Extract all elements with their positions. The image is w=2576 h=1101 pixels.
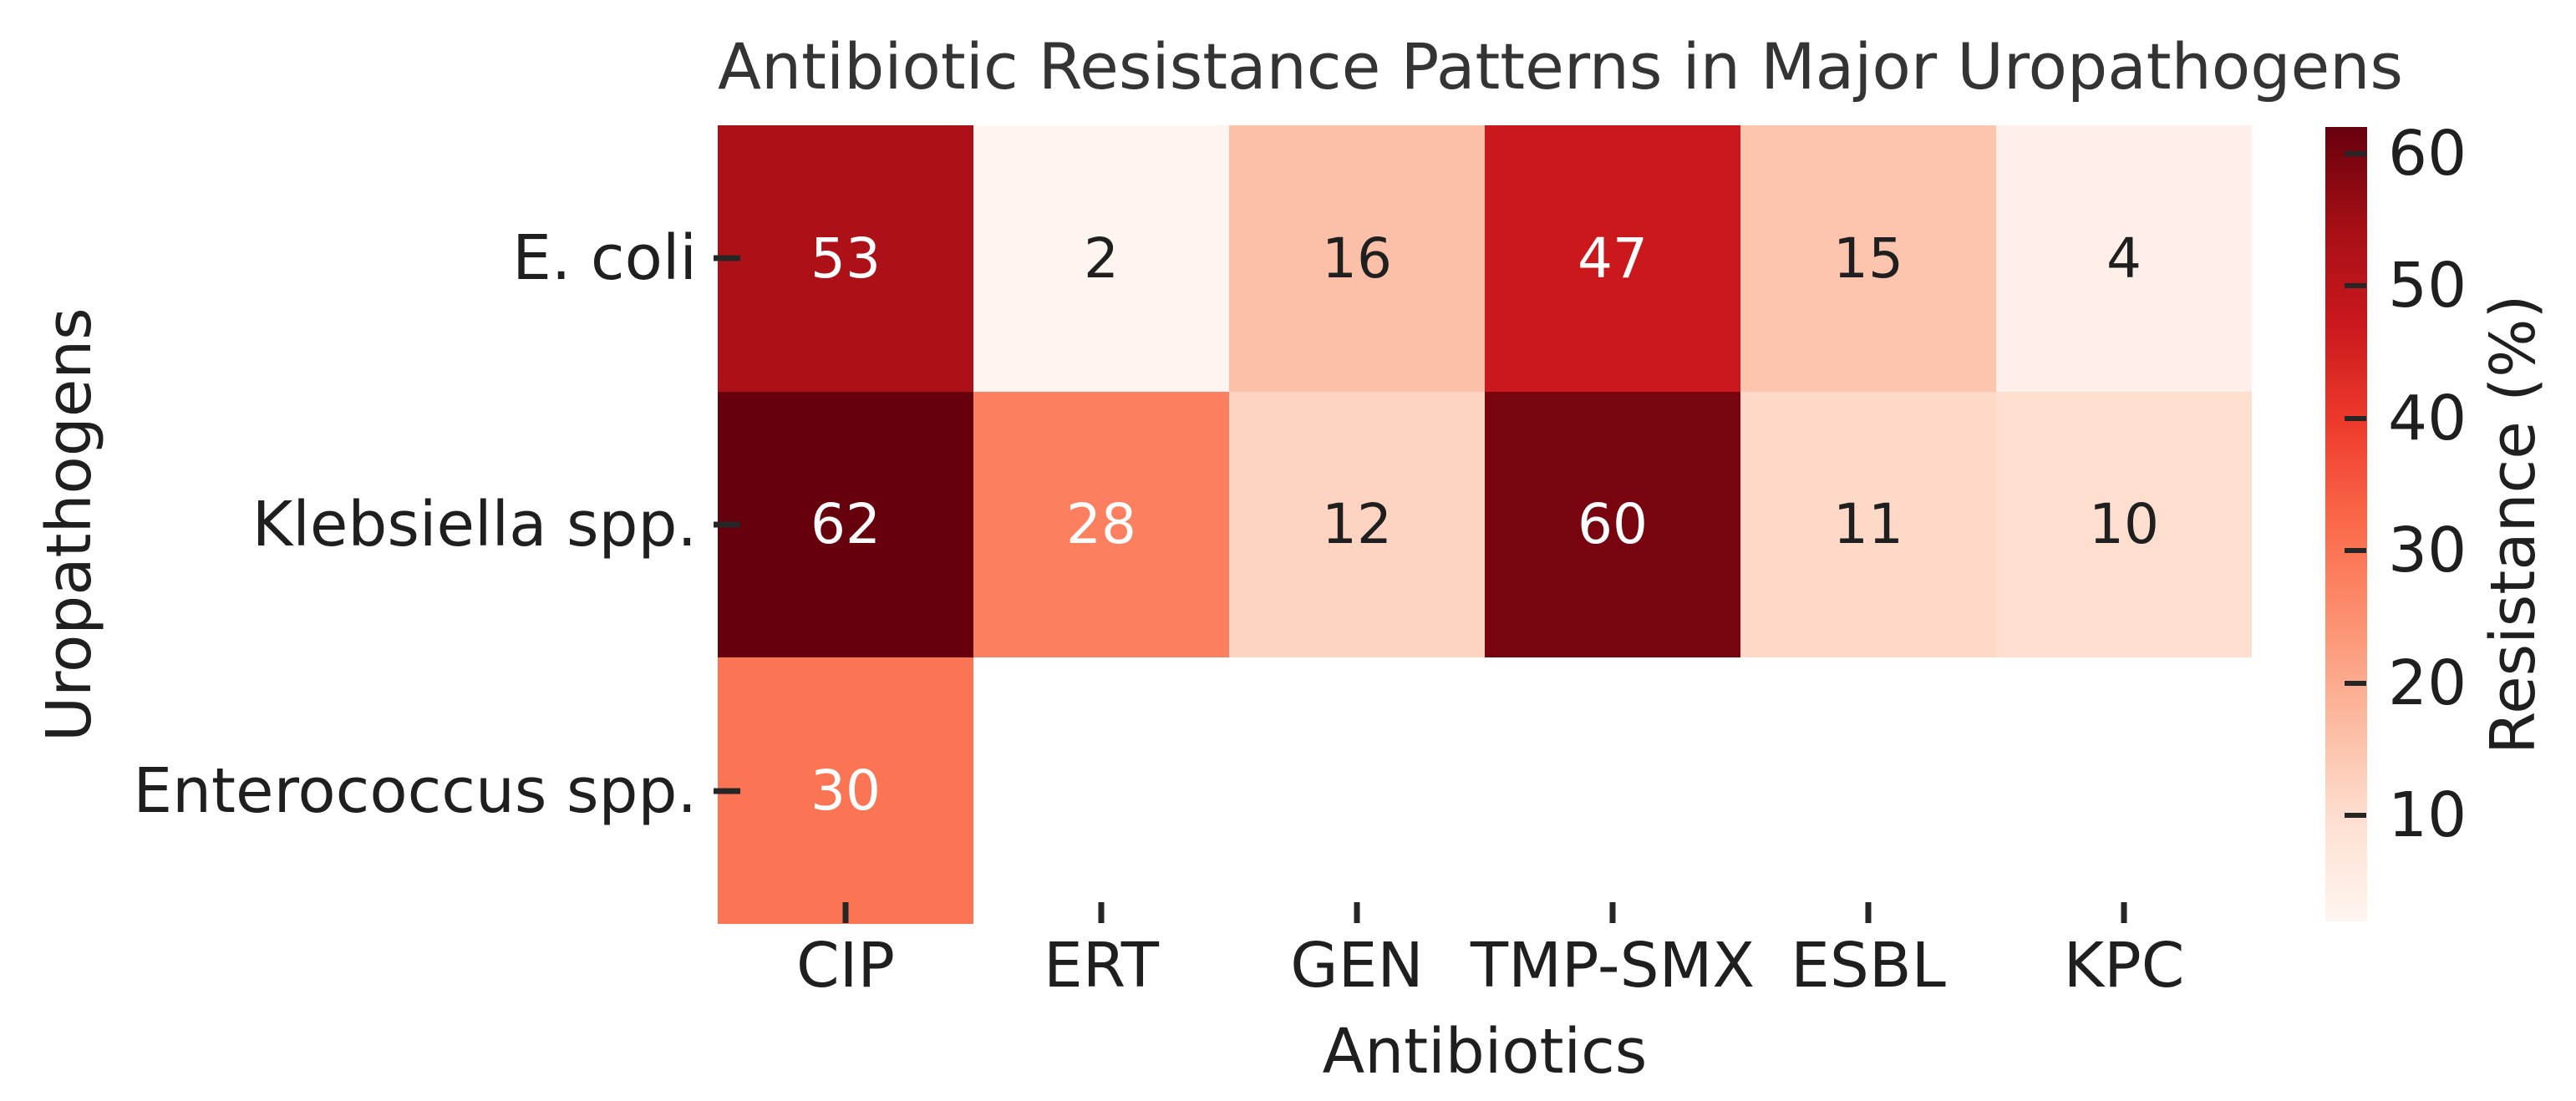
y-tick-mark: [714, 521, 740, 528]
cell-value: 62: [810, 492, 881, 557]
y-tick-mark: [714, 788, 740, 794]
heatmap-cell: 60: [1485, 391, 1740, 658]
colorbar-tick-mark: [2345, 283, 2366, 289]
x-tick-label: CIP: [795, 930, 896, 1002]
x-tick-mark: [1865, 902, 1872, 923]
colorbar-tick-label: 50: [2388, 250, 2467, 322]
heatmap-cell: 30: [718, 657, 973, 924]
y-tick-label: E. coli: [512, 222, 697, 295]
colorbar-tick-label: 60: [2388, 117, 2467, 190]
colorbar-tick-mark: [2345, 680, 2366, 686]
heatmap-cell: 62: [718, 391, 973, 658]
cell-value: 53: [810, 226, 881, 291]
x-tick-label: ERT: [1044, 930, 1159, 1002]
cell-value: 30: [810, 759, 881, 824]
x-tick-label: ESBL: [1791, 930, 1946, 1002]
heatmap-cell: 16: [1229, 125, 1485, 392]
cell-value: 2: [1084, 226, 1119, 291]
colorbar-tick-mark: [2345, 813, 2366, 819]
colorbar-tick-label: 10: [2388, 779, 2467, 852]
heatmap: 53 2 16 47 15 4 62 28 12 60 11 10 30: [718, 125, 2252, 924]
x-axis-label: Antibiotics: [1322, 1016, 1648, 1088]
colorbar-tick-label: 20: [2388, 647, 2467, 719]
y-tick-label: Enterococcus spp.: [133, 754, 697, 827]
colorbar: [2325, 127, 2367, 921]
colorbar-tick-label: 30: [2388, 515, 2467, 587]
heatmap-cell: 28: [973, 391, 1229, 658]
y-axis-label: Uropathogens: [33, 307, 105, 742]
colorbar-tick-mark: [2345, 415, 2366, 421]
x-tick-mark: [1098, 902, 1105, 923]
cell-value: 16: [1322, 226, 1392, 291]
heatmap-cell: 2: [973, 125, 1229, 392]
x-tick-mark: [1354, 902, 1360, 923]
cell-value: 28: [1066, 492, 1136, 557]
heatmap-cell: 11: [1740, 391, 1996, 658]
cell-value: 4: [2106, 226, 2142, 291]
cell-value: 15: [1833, 226, 1903, 291]
heatmap-cell-empty: [973, 657, 1229, 924]
heatmap-cell: 12: [1229, 391, 1485, 658]
heatmap-cell-empty: [1229, 657, 1485, 924]
chart-title: Antibiotic Resistance Patterns in Major …: [718, 29, 2404, 104]
colorbar-label: Resistance (%): [2477, 294, 2549, 754]
heatmap-cell-empty: [1485, 657, 1740, 924]
heatmap-cell: 47: [1485, 125, 1740, 392]
cell-value: 12: [1322, 492, 1392, 557]
x-tick-label: TMP-SMX: [1470, 930, 1755, 1002]
heatmap-cell: 4: [1996, 125, 2252, 392]
heatmap-cell-empty: [1996, 657, 2252, 924]
heatmap-cell: 10: [1996, 391, 2252, 658]
x-tick-label: KPC: [2063, 930, 2185, 1002]
y-tick-mark: [714, 255, 740, 261]
colorbar-tick-mark: [2345, 548, 2366, 554]
cell-value: 11: [1833, 492, 1903, 557]
colorbar-tick-label: 40: [2388, 382, 2467, 454]
y-tick-label: Klebsiella spp.: [252, 489, 697, 561]
heatmap-cell-empty: [1740, 657, 1996, 924]
heatmap-cell: 53: [718, 125, 973, 392]
x-tick-mark: [842, 902, 849, 923]
x-tick-label: GEN: [1290, 930, 1424, 1002]
cell-value: 60: [1578, 492, 1648, 557]
colorbar-tick-mark: [2345, 150, 2366, 156]
heatmap-cell: 15: [1740, 125, 1996, 392]
x-tick-mark: [1609, 902, 1616, 923]
cell-value: 10: [2089, 492, 2159, 557]
cell-value: 47: [1578, 226, 1648, 291]
x-tick-mark: [2121, 902, 2127, 923]
